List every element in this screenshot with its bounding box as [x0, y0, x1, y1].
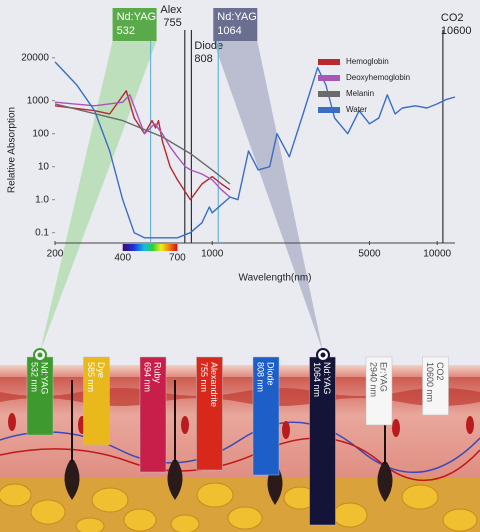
laser-box: [213, 8, 258, 41]
y-axis-label: Relative Absorption: [7, 107, 18, 193]
laser-bar: [309, 356, 336, 526]
laser-name: Diode: [194, 40, 223, 52]
series-line: [54, 103, 231, 185]
laser-bar-name: CO2: [435, 362, 445, 381]
laser-name: Nd:YAG: [217, 11, 257, 23]
laser-bar-wavelength: 10600 nm: [425, 362, 435, 402]
laser-name: Alex: [160, 4, 182, 16]
y-tick-label: 20000: [21, 52, 49, 63]
laser-bar-wavelength: 585 nm: [86, 362, 96, 392]
legend-label: Deoxyhemoglobin: [346, 73, 410, 82]
legend-swatch: [318, 59, 340, 65]
laser-bar-name: Er:YAG: [379, 362, 389, 392]
laser-name: CO2: [441, 12, 464, 24]
series-line: [54, 90, 231, 201]
laser-wavelength: 10600: [441, 25, 472, 37]
x-axis-label: Wavelength(nm): [239, 273, 312, 284]
laser-name: Nd:YAG: [117, 11, 157, 23]
laser-wavelength: 808: [194, 53, 212, 65]
x-tick-label: 1000: [201, 249, 224, 260]
laser-bar-wavelength: 755 nm: [199, 362, 209, 392]
laser-box: [112, 8, 157, 41]
laser-bar: [252, 356, 280, 476]
laser-beam: [213, 41, 323, 352]
series-line: [54, 94, 231, 198]
legend-label: Melanin: [346, 89, 374, 98]
x-tick-label: 5000: [358, 249, 381, 260]
laser-bar-wavelength: 2940 nm: [369, 362, 379, 397]
beam-marker-dot: [37, 352, 43, 358]
spectrum-label: 400: [114, 253, 131, 264]
laser-bar-wavelength: 694 nm: [143, 362, 153, 392]
laser-bar-name: Diode: [266, 362, 276, 386]
laser-beam: [40, 41, 157, 352]
legend-label: Water: [346, 105, 367, 114]
legend-swatch: [318, 75, 340, 81]
y-tick-label: 0.1: [35, 227, 49, 238]
skin-illustration: [0, 365, 480, 532]
laser-wavelength: 532: [117, 25, 135, 37]
laser-bar-wavelength: 808 nm: [256, 362, 266, 392]
laser-wavelength: 1064: [217, 25, 241, 37]
laser-bar-name: Nd:YAG: [40, 362, 50, 394]
laser-bar-wavelength: 1064 nm: [312, 362, 322, 397]
series-line: [54, 61, 456, 239]
x-tick-label: 200: [47, 249, 64, 260]
laser-bar-wavelength: 532 nm: [30, 362, 40, 392]
laser-bar: [196, 356, 223, 471]
laser-bar-name: Nd:YAG: [322, 362, 332, 394]
legend-swatch: [318, 91, 340, 97]
laser-bar: [139, 356, 167, 473]
y-tick-label: 1000: [27, 95, 50, 106]
legend-swatch: [318, 107, 340, 113]
laser-bar: [365, 356, 393, 426]
y-tick-label: 100: [32, 128, 49, 139]
spectrum-bar: [122, 244, 178, 251]
laser-bar: [83, 356, 110, 446]
laser-bar: [26, 356, 54, 436]
beam-marker-dot: [320, 352, 326, 358]
laser-wavelength: 755: [163, 17, 181, 29]
laser-bar-name: Dye: [96, 362, 106, 378]
laser-bar: [422, 356, 449, 416]
y-tick-label: 1.0: [35, 194, 49, 205]
y-tick-label: 10: [38, 161, 50, 172]
laser-bar-name: Alexandrite: [209, 362, 219, 407]
x-tick-label: 10000: [423, 249, 451, 260]
laser-bar-name: Ruby: [153, 362, 163, 384]
spectrum-label: 700: [169, 253, 186, 264]
legend-label: Hemoglobin: [346, 57, 389, 66]
